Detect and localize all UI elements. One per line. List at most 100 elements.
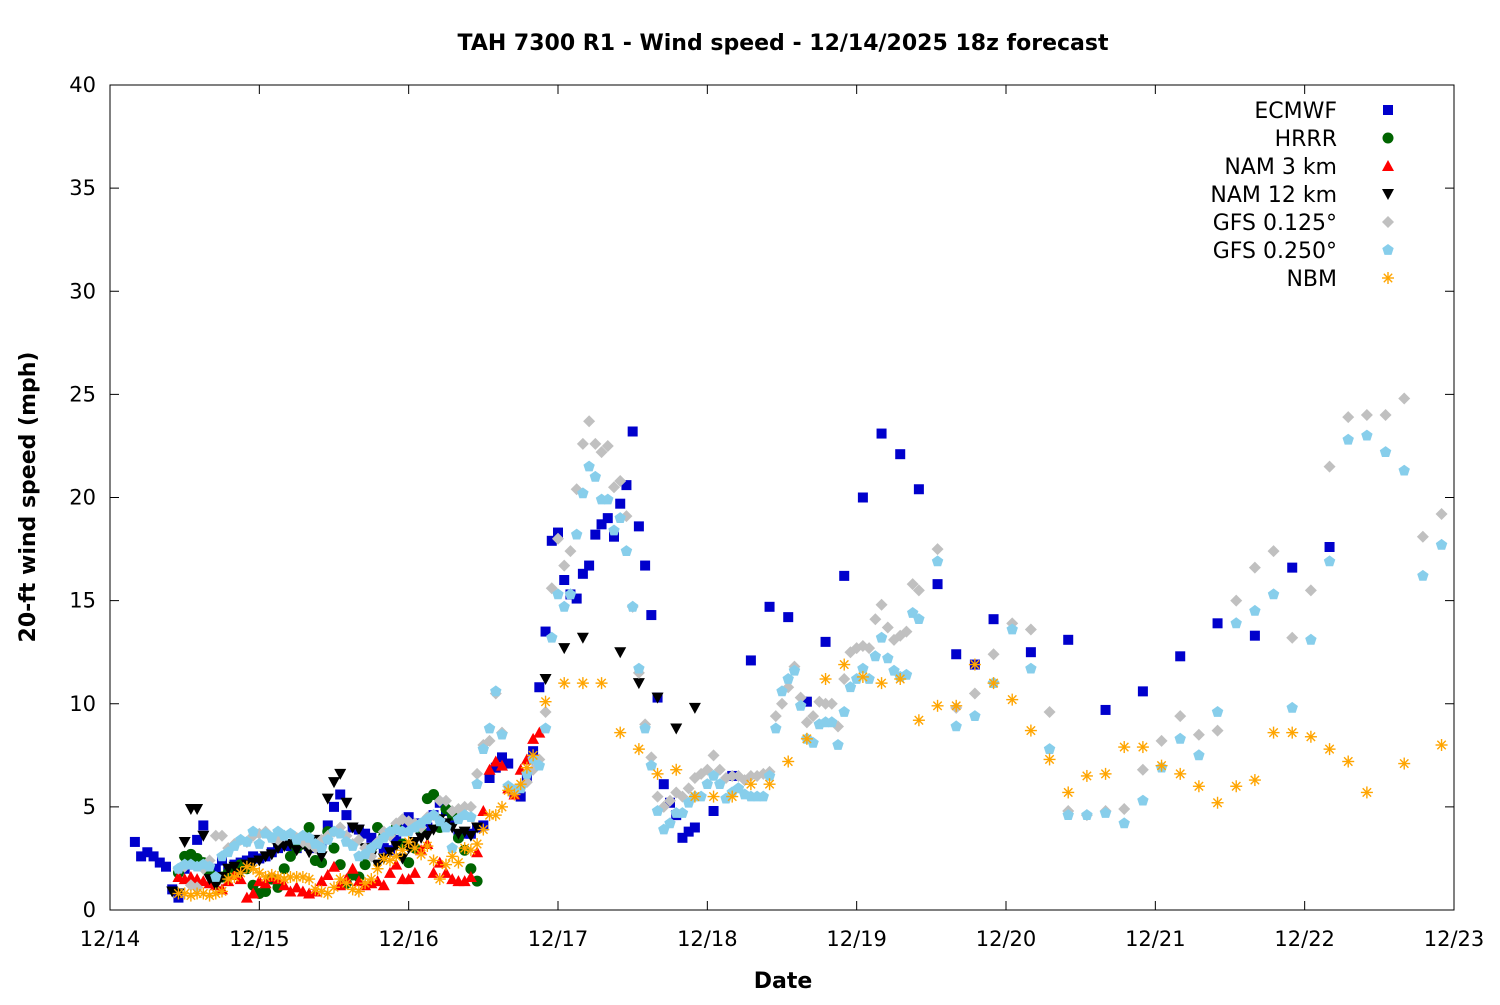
data-point [359, 859, 371, 871]
data-point [576, 632, 589, 644]
data-point [366, 832, 377, 843]
data-point [240, 860, 253, 873]
data-point [1248, 561, 1261, 574]
data-point [1435, 739, 1448, 751]
data-point [352, 885, 365, 898]
data-point [428, 789, 440, 800]
data-point [732, 782, 745, 794]
data-point [253, 855, 266, 867]
data-point [1174, 732, 1186, 744]
data-point [931, 555, 944, 567]
data-point [950, 699, 963, 712]
data-point [1230, 594, 1243, 607]
data-point [178, 836, 191, 848]
data-point [490, 762, 501, 773]
data-point [546, 535, 557, 546]
data-point [471, 778, 483, 789]
y-tick-label: 5 [83, 795, 96, 819]
data-point [682, 782, 695, 795]
data-point [490, 685, 502, 697]
data-point [614, 647, 627, 659]
data-point [1137, 794, 1149, 806]
legend-marker-icon [1382, 272, 1394, 284]
data-point [602, 493, 614, 505]
data-point [950, 720, 962, 732]
data-point [471, 767, 484, 780]
data-point [192, 834, 203, 845]
data-point [614, 726, 627, 739]
data-point [590, 529, 601, 540]
data-point [819, 697, 832, 710]
data-point [148, 851, 159, 862]
data-point [794, 691, 807, 704]
data-point [932, 579, 943, 590]
data-point [651, 692, 664, 704]
data-point [315, 851, 328, 863]
data-point [1211, 724, 1224, 737]
data-point [321, 793, 334, 805]
data-point [670, 763, 683, 776]
data-point [546, 631, 558, 643]
data-point [209, 829, 222, 842]
data-points [129, 392, 1448, 903]
data-point [881, 621, 894, 634]
data-point [708, 806, 719, 816]
data-point [1006, 623, 1018, 635]
data-point [203, 889, 216, 902]
y-axis-title: 20-ft wind speed (mph) [16, 352, 41, 643]
data-point [726, 769, 739, 782]
data-point [434, 815, 446, 827]
data-point [309, 883, 322, 896]
data-point [988, 614, 999, 625]
data-point [527, 732, 540, 744]
data-point [464, 830, 477, 842]
data-point [209, 880, 222, 892]
legend-label: GFS 0.125° [1213, 211, 1337, 236]
data-point [770, 722, 782, 734]
data-point [912, 714, 925, 727]
data-point [658, 779, 669, 790]
data-point [807, 710, 820, 723]
data-point [539, 674, 552, 685]
data-point [540, 626, 551, 637]
data-point [422, 822, 433, 833]
data-point [265, 849, 278, 861]
data-point [142, 847, 153, 858]
legend-marker-icon [1382, 244, 1394, 255]
legend-label: ECMWF [1254, 99, 1337, 124]
data-point [1360, 409, 1373, 421]
data-point [596, 519, 607, 530]
data-point [1118, 817, 1130, 829]
data-point [763, 778, 776, 791]
data-point [1062, 809, 1074, 820]
data-point [228, 871, 241, 883]
legend-label: GFS 0.250° [1213, 239, 1337, 264]
data-point [1043, 706, 1056, 718]
data-point [558, 559, 571, 572]
data-point [800, 716, 813, 729]
data-point [228, 861, 241, 873]
data-point [359, 877, 372, 890]
data-point [1304, 730, 1317, 743]
data-point [783, 612, 794, 623]
data-point [497, 752, 507, 763]
data-point [1193, 749, 1205, 761]
data-point [1081, 809, 1093, 820]
data-point [1286, 701, 1298, 713]
data-point [520, 761, 533, 774]
data-point [670, 723, 683, 735]
data-point [496, 728, 508, 740]
x-tick-label: 12/16 [378, 927, 439, 951]
data-point [1267, 588, 1280, 600]
data-point [458, 842, 471, 855]
data-point [458, 800, 471, 813]
data-point [440, 858, 452, 871]
data-point [744, 769, 757, 782]
data-point [1286, 726, 1299, 739]
data-point [1379, 446, 1392, 457]
data-point [1099, 807, 1112, 818]
data-point [1323, 555, 1336, 567]
data-point [178, 887, 191, 900]
x-tick-label: 12/17 [528, 927, 589, 951]
data-point [496, 759, 508, 771]
